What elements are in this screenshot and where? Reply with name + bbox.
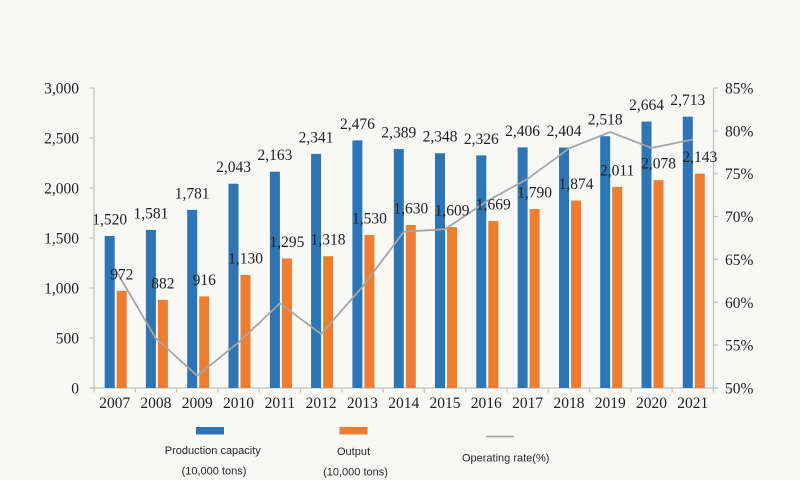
svg-text:2017: 2017 <box>512 395 543 412</box>
svg-text:2007: 2007 <box>99 395 130 412</box>
svg-text:2,078: 2,078 <box>641 156 676 173</box>
svg-text:70%: 70% <box>725 209 754 226</box>
svg-text:2,341: 2,341 <box>299 129 334 146</box>
svg-text:85%: 85% <box>725 81 754 98</box>
svg-text:2,500: 2,500 <box>44 131 79 148</box>
svg-text:1,790: 1,790 <box>517 185 552 202</box>
svg-text:2,664: 2,664 <box>629 97 664 114</box>
svg-text:2008: 2008 <box>140 395 171 412</box>
svg-text:0: 0 <box>71 381 79 398</box>
svg-text:Output: Output <box>337 446 370 458</box>
svg-text:2019: 2019 <box>595 395 626 412</box>
svg-text:2,326: 2,326 <box>464 131 499 148</box>
svg-text:Operating rate(%): Operating rate(%) <box>462 453 549 465</box>
svg-text:55%: 55% <box>725 338 754 355</box>
svg-text:1,530: 1,530 <box>352 211 387 228</box>
svg-text:3,000: 3,000 <box>44 81 79 98</box>
svg-text:1,000: 1,000 <box>44 281 79 298</box>
svg-text:2014: 2014 <box>388 395 419 412</box>
svg-text:2020: 2020 <box>636 395 667 412</box>
svg-text:500: 500 <box>56 331 80 348</box>
svg-text:2018: 2018 <box>554 395 585 412</box>
svg-text:2,043: 2,043 <box>216 159 251 176</box>
svg-text:2,476: 2,476 <box>340 116 375 133</box>
svg-text:1,581: 1,581 <box>133 205 168 222</box>
svg-text:2,163: 2,163 <box>257 147 292 164</box>
svg-text:2,713: 2,713 <box>670 92 705 109</box>
svg-text:2,389: 2,389 <box>381 125 416 142</box>
svg-text:2,143: 2,143 <box>682 149 717 166</box>
svg-text:2012: 2012 <box>306 395 337 412</box>
svg-text:(10,000 tons): (10,000 tons) <box>182 466 247 478</box>
svg-text:2,348: 2,348 <box>423 129 458 146</box>
svg-text:882: 882 <box>151 275 174 292</box>
svg-text:2,011: 2,011 <box>600 162 634 179</box>
svg-text:60%: 60% <box>725 295 754 312</box>
svg-text:2016: 2016 <box>471 395 502 412</box>
svg-text:1,669: 1,669 <box>476 197 511 214</box>
svg-text:1,630: 1,630 <box>393 201 428 218</box>
svg-text:2021: 2021 <box>677 395 708 412</box>
svg-text:2011: 2011 <box>265 395 295 412</box>
svg-text:2013: 2013 <box>347 395 378 412</box>
svg-text:1,130: 1,130 <box>228 251 263 268</box>
svg-text:972: 972 <box>110 266 133 283</box>
svg-text:2,000: 2,000 <box>44 181 79 198</box>
svg-text:916: 916 <box>193 272 217 289</box>
svg-text:2015: 2015 <box>430 395 461 412</box>
svg-text:2009: 2009 <box>182 395 213 412</box>
svg-text:1,318: 1,318 <box>311 232 346 249</box>
svg-text:Production capacity: Production capacity <box>165 445 261 457</box>
svg-text:1,609: 1,609 <box>435 203 470 220</box>
svg-text:(10,000 tons): (10,000 tons) <box>323 467 388 479</box>
svg-text:2,404: 2,404 <box>547 123 582 140</box>
svg-text:2,406: 2,406 <box>505 123 540 140</box>
svg-text:2010: 2010 <box>223 395 254 412</box>
svg-text:1,295: 1,295 <box>269 234 304 251</box>
svg-text:2,518: 2,518 <box>588 112 623 129</box>
svg-text:75%: 75% <box>725 166 754 183</box>
svg-text:1,781: 1,781 <box>175 185 210 202</box>
svg-text:65%: 65% <box>725 252 754 269</box>
svg-text:1,520: 1,520 <box>92 212 127 229</box>
svg-text:1,874: 1,874 <box>559 176 594 193</box>
svg-text:80%: 80% <box>725 123 754 140</box>
svg-text:50%: 50% <box>725 381 754 398</box>
svg-text:1,500: 1,500 <box>44 231 79 248</box>
